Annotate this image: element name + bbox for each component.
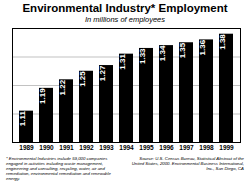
svg-text:1998: 1998 [199, 144, 214, 151]
svg-text:1.27: 1.27 [98, 65, 107, 81]
svg-text:1999: 1999 [219, 144, 234, 151]
svg-text:1.34: 1.34 [158, 45, 167, 61]
svg-text:1.31: 1.31 [118, 54, 127, 70]
svg-text:1.35: 1.35 [178, 42, 187, 58]
html-text:* Environmental Industries inc: * Environmental Industries include 59,00… [6, 156, 111, 181]
html-text:Source: U.S. Census Bureau, St: Source: U.S. Census Bureau, Statistical … [131, 156, 244, 171]
svg-text:1.22: 1.22 [58, 79, 67, 95]
svg-text:1993: 1993 [99, 144, 114, 151]
svg-text:1.36: 1.36 [198, 39, 207, 55]
html-text:In millions of employees: In millions of employees [85, 15, 165, 24]
svg-text:1990: 1990 [39, 144, 54, 151]
svg-text:1.33: 1.33 [138, 48, 147, 64]
svg-text:1989: 1989 [19, 144, 34, 151]
svg-text:1.25: 1.25 [78, 71, 87, 87]
html-text:Environmental Industry* Employ: Environmental Industry* Employment [22, 2, 228, 14]
svg-text:1.19: 1.19 [38, 88, 47, 104]
svg-text:1.11: 1.11 [18, 111, 27, 127]
svg-text:1994: 1994 [119, 144, 134, 151]
svg-text:1996: 1996 [159, 144, 174, 151]
svg-text:1997: 1997 [179, 144, 194, 151]
svg-text:1995: 1995 [139, 144, 154, 151]
svg-text:1991: 1991 [59, 144, 74, 151]
svg-text:1992: 1992 [79, 144, 94, 151]
svg-text:1.38: 1.38 [218, 34, 227, 50]
